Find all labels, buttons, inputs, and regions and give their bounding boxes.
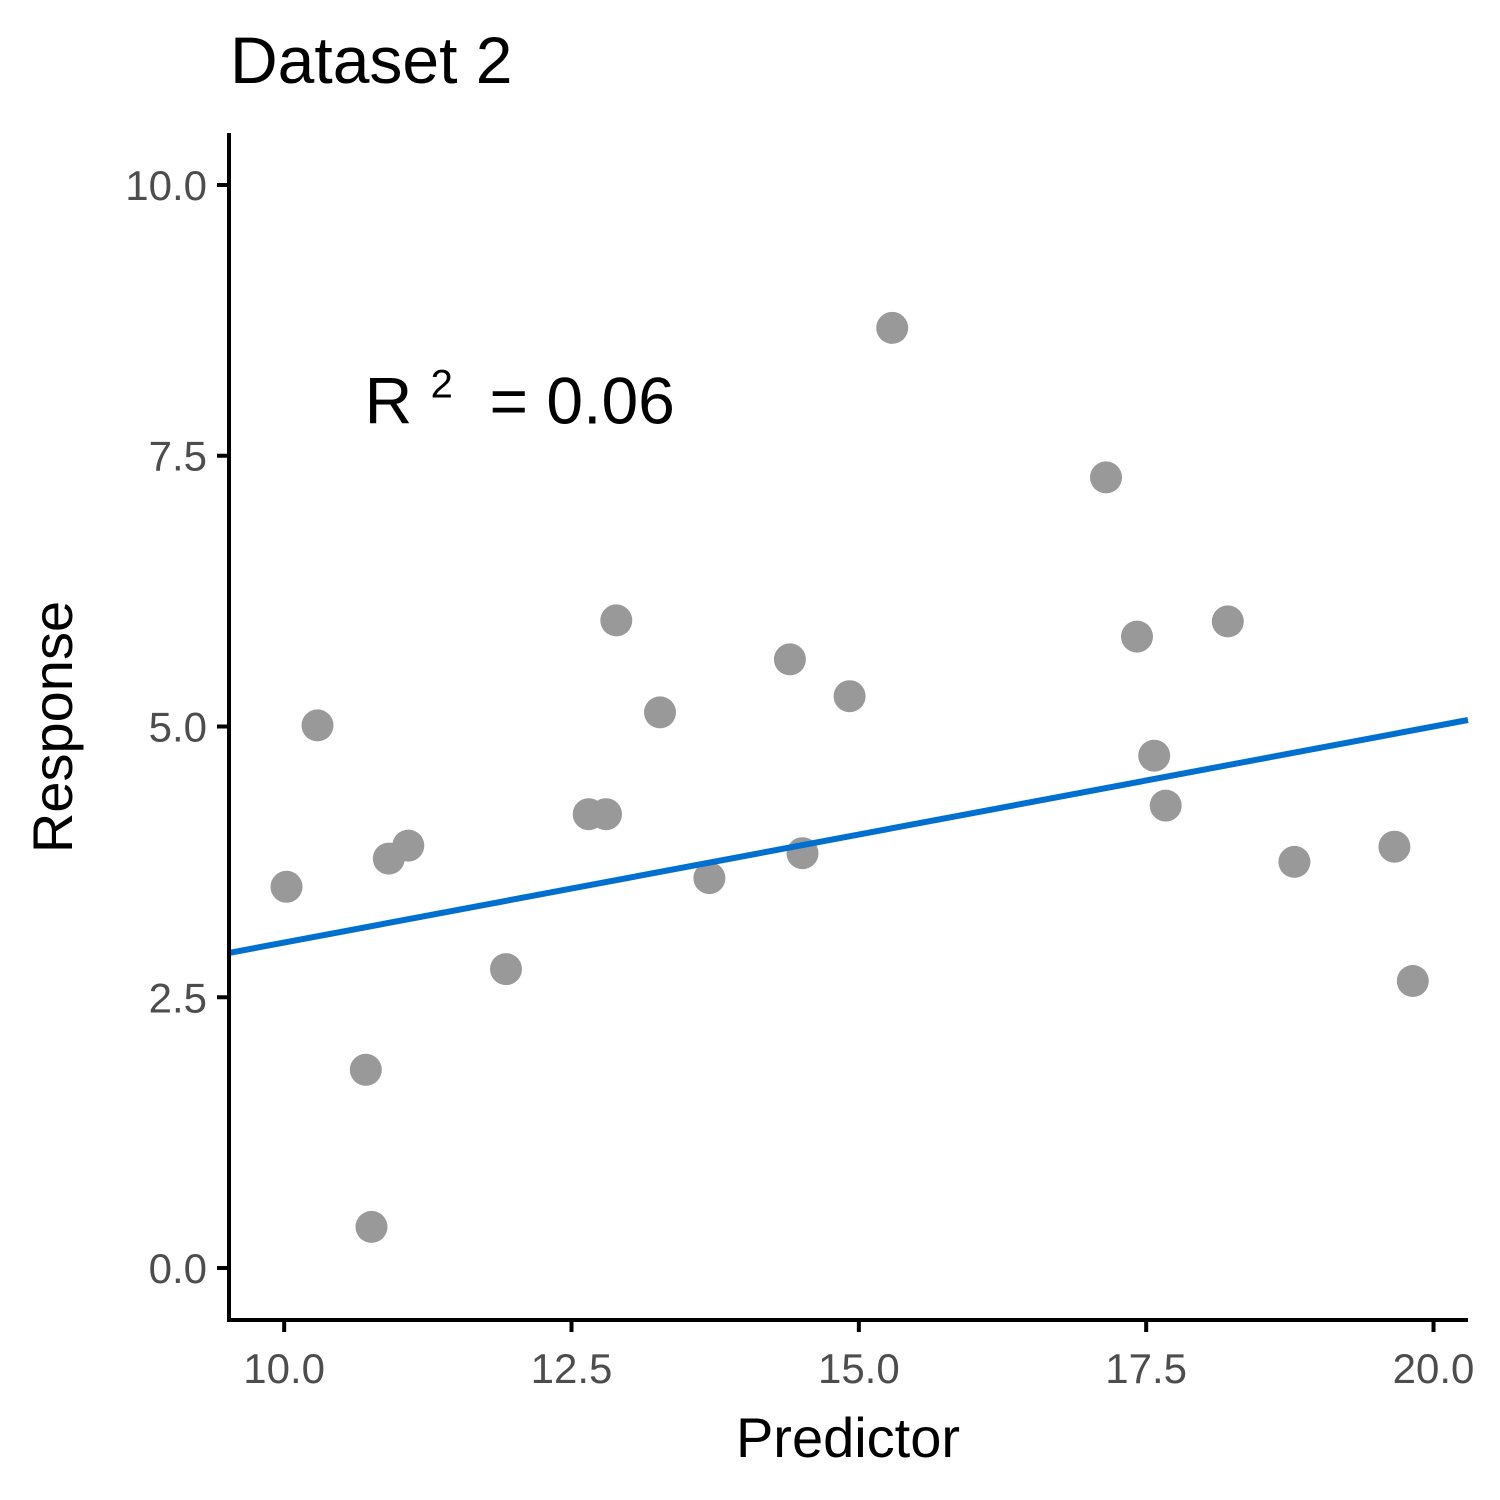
annotation-base: R [365, 363, 413, 437]
r-squared-annotation: R 2 = 0.06 [365, 337, 675, 437]
y-tick-label: 2.5 [149, 974, 207, 1021]
data-point-11 [644, 696, 676, 729]
data-point-16 [876, 311, 909, 344]
data-point-15 [833, 680, 866, 713]
regression-line-group [228, 717, 1469, 956]
data-point-13 [773, 643, 806, 676]
y-tick-label: 10.0 [125, 162, 207, 209]
x-tick-label: 20.0 [1393, 1345, 1475, 1392]
data-point-6 [392, 829, 425, 862]
x-tick-label: 17.5 [1105, 1345, 1187, 1392]
regression-line [228, 717, 1469, 956]
data-point-12 [693, 862, 726, 895]
x-tick-label: 10.0 [243, 1345, 325, 1392]
data-point-20 [1149, 789, 1182, 822]
x-tick-label: 12.5 [531, 1345, 613, 1392]
data-point-9 [590, 798, 622, 831]
data-point-21 [1211, 605, 1244, 638]
x-axis-ticks: 10.0 12.5 15.0 17.5 20.0 [243, 1320, 1474, 1392]
data-point-24 [1396, 965, 1429, 997]
data-points [270, 311, 1429, 1243]
annotation-superscript: 2 [431, 362, 453, 406]
data-point-22 [1278, 845, 1311, 878]
y-tick-label: 5.0 [149, 704, 207, 751]
data-point-3 [349, 1053, 382, 1086]
data-point-23 [1378, 830, 1411, 863]
y-tick-label: 7.5 [149, 433, 207, 480]
data-point-7 [490, 953, 522, 986]
data-point-17 [1090, 461, 1122, 494]
x-tick-label: 15.0 [818, 1345, 900, 1392]
annotation-value: = 0.06 [471, 363, 675, 437]
x-axis-title: Predictor [736, 1406, 960, 1469]
data-point-2 [301, 709, 334, 742]
chart-title: Dataset 2 [230, 23, 513, 97]
data-point-10 [600, 604, 633, 637]
y-axis-ticks: 0.0 2.5 5.0 7.5 10.0 [125, 162, 229, 1292]
data-point-19 [1138, 739, 1171, 772]
data-point-4 [355, 1210, 388, 1243]
data-point-1 [270, 870, 303, 903]
y-tick-label: 0.0 [149, 1245, 207, 1292]
data-point-18 [1121, 620, 1153, 653]
y-axis-title: Response [21, 601, 84, 853]
